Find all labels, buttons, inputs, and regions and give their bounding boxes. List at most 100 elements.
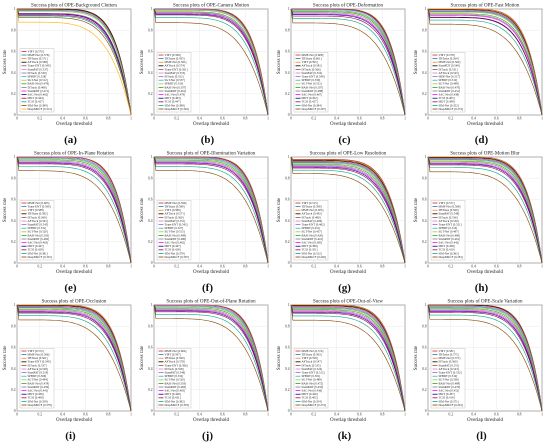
legend-entry: AFTrack [0.568] (28, 60, 48, 64)
series-line (16, 8, 132, 116)
y-axis-label: Success rate (3, 49, 8, 74)
x-axis-label: Overlap threshold (193, 122, 229, 127)
x-tick-label: 0 (153, 265, 155, 269)
x-tick-label: 0.6 (357, 265, 362, 269)
panel-caption: (b) (201, 134, 215, 146)
legend-entry: VIPT [0.588] (28, 208, 44, 212)
series-line (16, 156, 132, 264)
y-tick-label: 1 (14, 303, 16, 307)
x-tick-label: 0.2 (175, 413, 180, 417)
y-tick-label: 1 (425, 303, 427, 307)
legend-entry: TCSI [0.351] (302, 248, 318, 252)
y-tick-label: 1 (288, 7, 290, 11)
y-axis-label: Success rate (414, 197, 419, 222)
series-line (290, 304, 406, 412)
y-axis-label: Success rate (140, 197, 145, 222)
legend-entry: SiamRDT [0.480] (165, 237, 187, 241)
legend-entry: TBTrans [0.561] (28, 356, 48, 360)
x-tick-label: 0 (427, 413, 429, 417)
legend-entry: SPBDT [0.527] (165, 226, 184, 230)
series-line (290, 304, 406, 412)
legend-entry: ISTrack [0.530] (28, 71, 47, 75)
series-line (290, 8, 406, 116)
series-line (427, 156, 543, 264)
series-line (16, 304, 132, 412)
series-line (16, 304, 132, 412)
series-line (153, 8, 269, 116)
series-line (153, 8, 269, 116)
panel-caption: (a) (64, 134, 77, 146)
legend-entry: TBTrans [0.595] (165, 57, 185, 61)
y-tick-label: 1 (151, 155, 153, 159)
y-tick-label: 0.4 (148, 367, 153, 371)
legend-entry: AFTrack [0.578] (165, 360, 185, 364)
x-tick-label: 1 (404, 413, 406, 417)
series-line (427, 8, 543, 116)
legend-entry: SiamFAT [0.545] (28, 223, 49, 227)
x-tick-label: 1 (267, 117, 269, 121)
legend-entry: ISTrack [0.560] (439, 360, 458, 364)
x-tick-label: 0 (153, 117, 155, 121)
legend-entry: VIPT [0.558] (302, 356, 318, 360)
legend-entry: TBTrans [0.563] (302, 353, 322, 357)
legend-entry: TCSI [0.402] (302, 396, 318, 400)
y-axis-label: Success rate (277, 49, 282, 74)
series-line (153, 8, 269, 116)
y-tick-label: 0 (425, 409, 427, 413)
series-line (427, 304, 543, 412)
chart-title: Success plots of OPE-Low Resolution (310, 152, 387, 157)
y-tick-label: 0.4 (11, 367, 16, 371)
legend-entry: SiamFAT [0.551] (165, 219, 186, 223)
x-tick-label: 0.4 (197, 265, 202, 269)
x-tick-label: 0.8 (243, 117, 248, 121)
y-tick-label: 0.2 (148, 240, 153, 244)
x-tick-label: 0.2 (312, 117, 317, 121)
series-line (427, 156, 543, 264)
legend-entry: SAC-Net [0.385] (302, 241, 323, 245)
series-line (16, 304, 132, 412)
y-tick-label: 0.8 (148, 324, 153, 328)
series-line (16, 8, 132, 116)
x-tick-label: 0 (153, 413, 155, 417)
legend-entry: SAC-Net [0.463] (28, 241, 49, 245)
panel-caption: (e) (64, 282, 77, 294)
chart-panel: 00 0.2 0.2 0.4 0.4 0.6 0.6 0.8 0.8 1 1 Success plot… (414, 152, 543, 295)
legend-entry: DeepMKCF [0.281] (439, 255, 463, 259)
series-line (153, 156, 269, 264)
series-line (16, 156, 132, 264)
legend-entry: ISTrack [0.566] (302, 67, 321, 71)
y-tick-label: 1 (288, 155, 290, 159)
legend-entry: MMF-Net [0.574] (302, 349, 324, 353)
chart-title: Success plots of OPE-Motion Blur (450, 152, 520, 157)
legend-entry: SGT-Net [0.506] (439, 378, 459, 382)
legend-entry: MMF-Net [0.566] (28, 353, 50, 357)
legend-entry: AFTrack [0.492] (302, 212, 322, 216)
legend-entry: SPBDT [0.451] (302, 226, 321, 230)
series-line (427, 304, 543, 412)
series-line (153, 304, 269, 412)
series-line (427, 156, 543, 264)
series-line (428, 8, 543, 116)
series-line (16, 304, 132, 412)
legend-entry: MMF-Net [0.571] (439, 356, 461, 360)
legend-entry: SiamRDT [0.461] (439, 237, 461, 241)
y-tick-label: 0.4 (285, 367, 290, 371)
y-tick-label: 0.8 (11, 176, 16, 180)
legend-entry: AFTrack [0.571] (165, 212, 185, 216)
series-line (290, 156, 406, 264)
chart-title: Success plots of OPE-Background Clutters (31, 4, 117, 9)
legend-entry: Trans-ENT [0.532] (439, 371, 462, 375)
series-line (17, 8, 132, 116)
y-tick-label: 0.4 (285, 71, 290, 75)
series-line (427, 8, 543, 116)
series-line (290, 8, 406, 116)
legend-entry: MMF-Net [0.505] (302, 208, 324, 212)
y-tick-label: 0.4 (11, 71, 16, 75)
x-tick-label: 1 (541, 413, 543, 417)
y-tick-label: 0.4 (285, 219, 290, 223)
series-line (153, 8, 269, 116)
legend-entry: SiamRDT [0.459] (28, 385, 50, 389)
legend-entry: Trans-ENT [0.561] (165, 67, 188, 71)
series-line (427, 8, 543, 116)
